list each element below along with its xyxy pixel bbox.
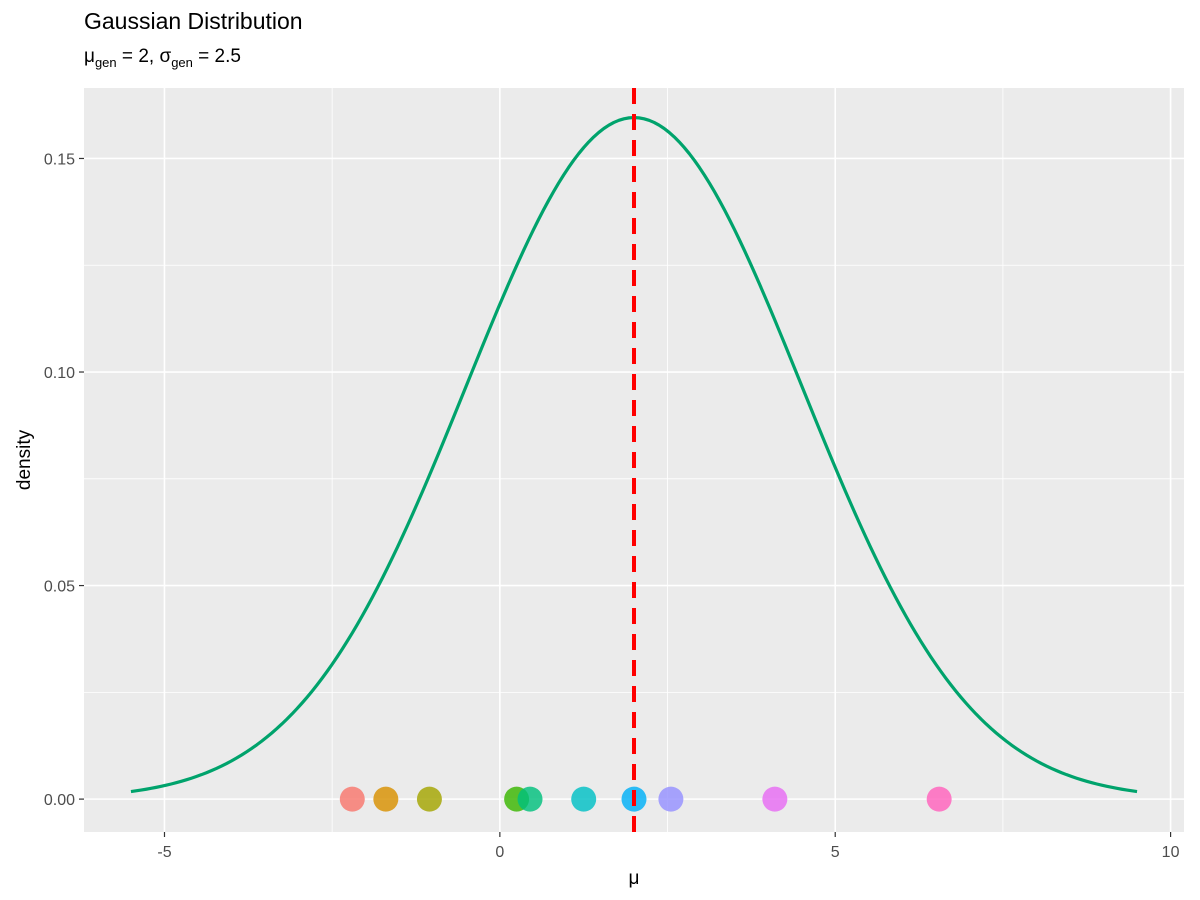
data-point	[517, 786, 543, 812]
chart-subtitle: μgen = 2, σgen = 2.5	[84, 46, 241, 70]
subtitle-sigma-subscript: gen	[171, 55, 193, 70]
x-tick-label: 0	[495, 844, 504, 861]
data-point	[571, 786, 597, 812]
data-point	[416, 786, 442, 812]
data-point	[373, 786, 399, 812]
data-point	[926, 786, 952, 812]
y-axis: 0.00 0.05 0.10 0.15	[44, 151, 84, 809]
subtitle-mu-value: 2	[138, 46, 149, 67]
data-point	[658, 786, 684, 812]
data-points	[339, 786, 952, 812]
subtitle-mu-subscript: gen	[94, 55, 117, 70]
data-point	[339, 786, 365, 812]
x-tick-label: 10	[1162, 844, 1180, 861]
subtitle-sigma-symbol: σ	[159, 46, 172, 67]
subtitle-sigma-value: 2.5	[214, 46, 241, 67]
y-tick-label: 0.15	[44, 151, 75, 168]
y-tick-label: 0.05	[44, 579, 75, 596]
y-tick-label: 0.10	[44, 365, 75, 382]
x-axis-label: μ	[629, 868, 640, 889]
subtitle-separator: ,	[148, 46, 155, 67]
x-tick-label: 5	[831, 844, 840, 861]
x-axis: -5 0 5 10	[157, 832, 1180, 861]
data-point	[762, 786, 788, 812]
chart-title: Gaussian Distribution	[84, 8, 303, 34]
y-axis-label: density	[14, 429, 35, 490]
x-tick-label: -5	[157, 844, 171, 861]
subtitle-mu-symbol: μ	[84, 46, 95, 67]
y-tick-label: 0.00	[44, 792, 75, 809]
